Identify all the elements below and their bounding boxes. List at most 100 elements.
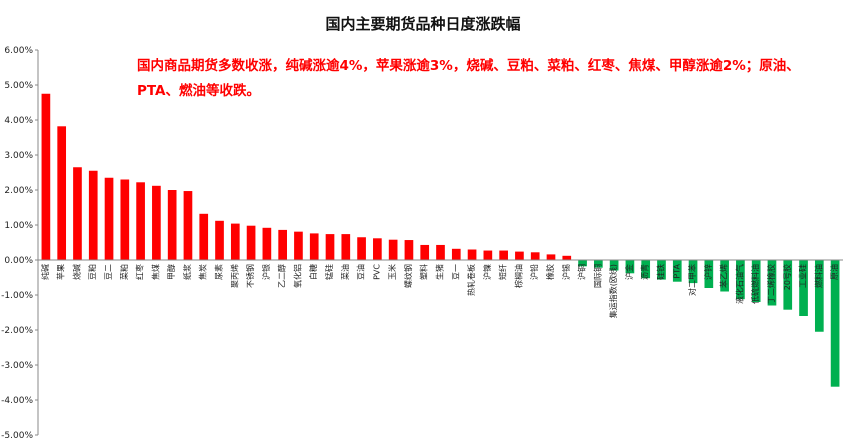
bar-10 — [199, 213, 209, 260]
bar-7 — [152, 185, 161, 260]
x-tick-label: 硅铁 — [655, 264, 665, 280]
x-tick-label: 纯碱 — [40, 264, 50, 280]
x-tick-label: 棕榈油 — [513, 264, 523, 288]
x-tick-label: 尿素 — [214, 264, 224, 280]
bar-42 — [704, 260, 714, 288]
x-tick-label: 纸浆 — [182, 264, 192, 280]
bar-17 — [309, 233, 319, 260]
chart-title: 国内主要期货品种日度涨跌幅 — [325, 15, 521, 33]
x-tick-label: 工业硅 — [798, 264, 808, 288]
bar-49 — [814, 260, 824, 332]
x-tick-label: 苯乙烯 — [719, 264, 729, 288]
bar-46 — [767, 260, 777, 306]
bar-34 — [578, 260, 587, 267]
bar-27 — [467, 249, 477, 260]
bar-12 — [230, 223, 240, 260]
bar-1 — [57, 126, 67, 260]
y-tick-label: 1.00% — [4, 221, 33, 231]
bar-50 — [830, 260, 840, 387]
bar-30 — [515, 251, 524, 260]
bar-14 — [262, 227, 272, 260]
x-tick-label: 沥青 — [640, 264, 650, 280]
bar-13 — [246, 225, 256, 260]
x-tick-label: 豆粕 — [87, 264, 97, 280]
bar-28 — [483, 250, 493, 260]
x-tick-label: 菜粕 — [119, 264, 129, 280]
bar-3 — [88, 170, 98, 260]
chart-annotation: 国内商品期货多数收涨，纯碱涨逾4%，苹果涨逾3%，烧碱、豆粕、菜粕、红枣、焦煤、… — [137, 58, 800, 99]
x-tick-label: 原油 — [829, 264, 839, 280]
bar-48 — [799, 260, 808, 316]
bar-36 — [609, 260, 619, 271]
y-tick-label: 6.00% — [4, 46, 33, 56]
x-tick-label: 菜油 — [340, 264, 350, 280]
x-tick-label: PVC — [372, 264, 381, 280]
x-axis: 纯碱 苹果 烧碱 豆粕 豆二 菜粕 红枣 焦煤 甲醇 纸浆 焦炭 尿素 聚丙烯 不锈钢 沪银 乙二醇 氧化铝 白糖… — [38, 259, 843, 318]
x-tick-label: 20号胶 — [782, 264, 792, 290]
x-tick-label: 螺纹钢 — [403, 264, 413, 288]
x-tick-label: 沪锌 — [703, 264, 713, 280]
y-tick-label: 3.00% — [4, 151, 33, 161]
bar-18 — [325, 234, 335, 260]
x-tick-label: 沪铜 — [577, 264, 587, 280]
bar-21 — [373, 238, 382, 260]
bar-19 — [341, 234, 351, 260]
x-tick-label: 豆油 — [356, 264, 366, 280]
bar-35 — [594, 260, 603, 268]
bar-2 — [73, 167, 82, 260]
bar-23 — [404, 240, 414, 260]
bar-9 — [183, 191, 193, 260]
bar-44 — [736, 260, 745, 300]
x-tick-label: 焦炭 — [198, 264, 208, 280]
x-tick-label: 集运指数(欧线) — [608, 264, 618, 318]
bar-16 — [294, 231, 303, 260]
bar-29 — [499, 250, 508, 260]
bar-43 — [720, 260, 729, 292]
x-tick-label: 沪银 — [261, 264, 271, 280]
y-tick-label: -4.00% — [1, 396, 33, 406]
x-tick-label: 液化石油气 — [734, 264, 744, 304]
x-tick-label: 氧化铝 — [292, 264, 302, 288]
x-tick-label: 乙二醇 — [277, 264, 287, 288]
y-tick-label: 5.00% — [4, 81, 33, 91]
x-tick-label: 塑料 — [419, 264, 429, 280]
bar-4 — [104, 177, 114, 260]
x-tick-label: 沪金 — [624, 264, 634, 280]
x-tick-label: 橡胶 — [545, 264, 555, 280]
bar-41 — [688, 260, 698, 284]
bar-5 — [120, 179, 130, 260]
bar-26 — [451, 248, 461, 260]
bar-40 — [672, 260, 682, 282]
x-tick-label: 生猪 — [435, 264, 445, 280]
y-tick-label: -1.00% — [1, 291, 33, 301]
bar-15 — [278, 229, 287, 260]
y-tick-label: 2.00% — [4, 186, 33, 196]
bar-8 — [167, 190, 177, 260]
x-tick-label: 低硫燃料油 — [750, 264, 760, 304]
x-tick-label: 沪铅 — [529, 264, 539, 280]
y-tick-label: 4.00% — [4, 116, 33, 126]
bar-32 — [546, 254, 556, 260]
x-tick-label: 玉米 — [387, 264, 397, 280]
y-tick-label: -3.00% — [1, 361, 33, 371]
bar-11 — [215, 220, 224, 260]
bars — [41, 93, 840, 387]
y-axis: -5.00% -4.00% -3.00% -2.00% -1.00% 0.00% 1.00%… — [1, 46, 39, 441]
bar-0 — [41, 93, 51, 260]
y-tick-label: -5.00% — [1, 431, 33, 441]
x-tick-label: 沪镍 — [482, 264, 492, 280]
x-tick-label: 豆一 — [451, 264, 460, 280]
y-tick-label: 0.00% — [4, 256, 33, 266]
bar-6 — [136, 182, 145, 260]
bar-22 — [388, 239, 398, 260]
x-tick-label: 红枣 — [135, 264, 145, 280]
x-tick-label: 国际铜 — [592, 264, 602, 288]
x-tick-label: 丁二烯橡胶 — [766, 264, 776, 304]
x-tick-label: PTA — [672, 263, 681, 278]
x-tick-label: 对二甲苯 — [687, 264, 697, 296]
bar-33 — [562, 255, 572, 260]
bar-37 — [625, 260, 635, 274]
bar-39 — [657, 260, 666, 280]
x-tick-label: 甲醇 — [166, 264, 176, 280]
